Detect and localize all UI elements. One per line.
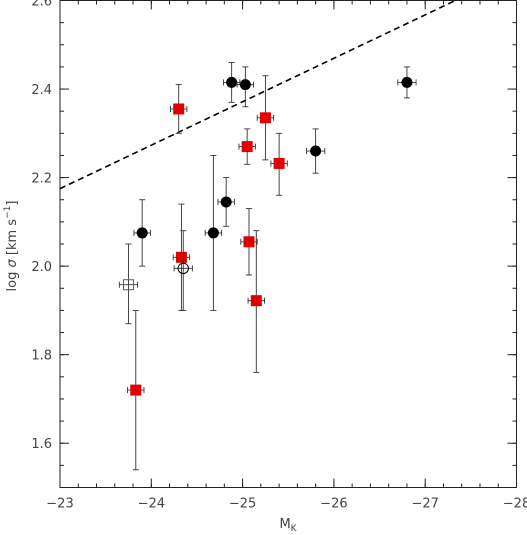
x-tick-labels: −23 −24 −25 −26 −27 −28	[46, 497, 527, 512]
x-tick-label: −28	[503, 497, 527, 512]
data-point-circle-filled	[133, 199, 151, 267]
data-point-square-filled	[170, 84, 188, 134]
y-axis-label-units: [km s	[5, 219, 20, 260]
data-point-square-filled	[240, 208, 258, 276]
dashed-line	[59, 0, 456, 190]
black-circle-marker	[310, 145, 322, 157]
open-circle-marker	[177, 262, 189, 275]
red-square-marker	[241, 141, 253, 153]
data-point-circle-filled	[397, 66, 417, 99]
x-tick-label: −25	[229, 497, 256, 512]
y-tick-label: 2.4	[31, 83, 52, 98]
x-tick-label: −26	[320, 497, 347, 512]
red-square-marker	[273, 157, 285, 169]
x-axis-label-sub: K	[291, 524, 298, 534]
black-circle-marker	[239, 79, 251, 91]
black-circle-marker	[220, 196, 232, 208]
red-square-marker	[259, 112, 271, 124]
y-axis-label: log σ [km s−1]	[3, 201, 20, 292]
x-tick-label: −24	[138, 497, 165, 512]
data-points	[118, 62, 417, 471]
red-square-marker	[130, 384, 142, 396]
open-square-marker	[122, 279, 134, 291]
data-point-square-filled	[127, 309, 145, 471]
red-square-marker	[173, 103, 185, 115]
black-circle-marker	[226, 76, 238, 88]
data-point-square-filled	[247, 230, 265, 373]
y-axis-label-prefix: log	[5, 267, 20, 291]
data-point-square-filled	[238, 128, 256, 165]
x-axis-label-main: M	[279, 517, 290, 532]
data-point-square-filled	[270, 132, 288, 196]
x-tick-label: −23	[46, 497, 73, 512]
data-point-square-filled	[256, 75, 275, 161]
black-circle-marker	[136, 227, 148, 239]
data-point-circle-filled	[306, 128, 326, 174]
axis-ticks	[59, 0, 517, 488]
data-point-circle-filled	[236, 66, 255, 108]
y-tick-label: 2.6	[31, 0, 52, 10]
y-tick-label: 1.8	[31, 349, 52, 364]
y-axis-label-sigma: σ	[5, 258, 20, 267]
red-square-marker	[175, 251, 187, 263]
data-point-circle-open	[173, 230, 193, 311]
black-circle-marker	[207, 227, 219, 239]
data-point-square-filled	[172, 203, 191, 311]
data-point-circle-filled	[222, 62, 241, 103]
black-circle-marker	[401, 76, 413, 88]
y-tick-label: 2.0	[31, 260, 52, 275]
y-tick-labels: 1.6 1.8 2.0 2.2 2.4 2.6	[31, 0, 52, 452]
data-point-square-open	[118, 243, 139, 325]
data-point-circle-filled	[204, 155, 223, 311]
x-axis-label: MK	[279, 517, 297, 534]
red-square-marker	[250, 295, 262, 307]
red-square-marker	[243, 236, 255, 248]
y-axis-label-close: ]	[5, 201, 20, 206]
x-tick-label: −27	[411, 497, 438, 512]
dashed-relation-line	[59, 0, 456, 190]
y-tick-label: 1.6	[31, 437, 52, 452]
data-point-circle-filled	[217, 177, 235, 227]
y-tick-label: 2.2	[31, 172, 52, 187]
y-axis-label-exp: −1	[3, 206, 13, 219]
